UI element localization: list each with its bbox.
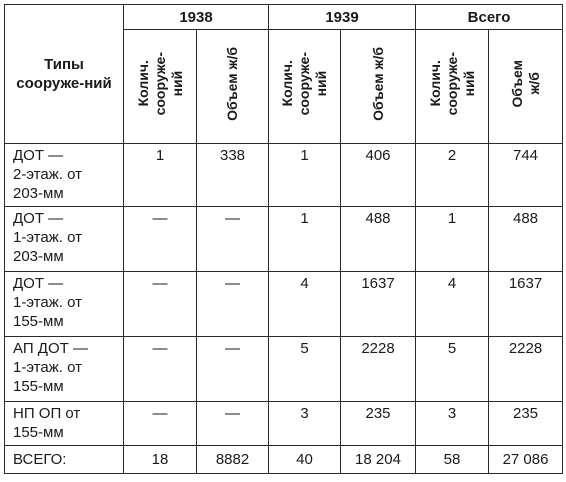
count-header-1938: Колич. сооруже- ний bbox=[123, 29, 197, 144]
count-1938-cell: — bbox=[123, 271, 197, 337]
year-header-1939: 1939 bbox=[268, 4, 416, 30]
count-total-cell: 3 bbox=[415, 401, 489, 446]
volume-total-cell: 27 086 bbox=[487, 445, 564, 474]
count-total-cell: 58 bbox=[415, 445, 489, 474]
count-1938-cell: — bbox=[123, 206, 197, 272]
table-row: ДОТ — 1-этаж. от 203-мм — — 1 488 1 488 bbox=[4, 206, 564, 272]
volume-header-total: Объем ж/б bbox=[487, 29, 564, 144]
count-header-total: Колич. сооруже- ний bbox=[415, 29, 489, 144]
count-1938-cell: 18 bbox=[123, 445, 197, 474]
volume-1938-cell: — bbox=[196, 271, 269, 337]
count-1938-cell: 1 bbox=[123, 143, 197, 207]
count-total-cell: 1 bbox=[415, 206, 489, 272]
total-label-cell: ВСЕГО: bbox=[4, 445, 124, 474]
volume-total-cell: 2228 bbox=[487, 336, 564, 402]
table-row: ДОТ — 1-этаж. от 155-мм — — 4 1637 4 163… bbox=[4, 271, 564, 337]
volume-header-1939: Объем ж/б bbox=[340, 29, 416, 144]
volume-1938-cell: — bbox=[196, 336, 269, 402]
year-header-total: Всего bbox=[414, 4, 564, 30]
volume-1938-cell: — bbox=[196, 206, 269, 272]
volume-1939-cell: 235 bbox=[340, 401, 416, 446]
structure-type-cell: ДОТ — 2-этаж. от 203-мм bbox=[4, 143, 124, 207]
count-1938-cell: — bbox=[123, 401, 197, 446]
volume-total-cell: 235 bbox=[487, 401, 564, 446]
volume-1939-cell: 406 bbox=[340, 143, 416, 207]
volume-1939-cell: 1637 bbox=[340, 271, 416, 337]
volume-total-cell: 744 bbox=[487, 143, 564, 207]
table-row: ДОТ — 2-этаж. от 203-мм 1 338 1 406 2 74… bbox=[4, 143, 564, 207]
structure-type-cell: АП ДОТ — 1-этаж. от 155-мм bbox=[4, 336, 124, 402]
count-total-cell: 2 bbox=[415, 143, 489, 207]
year-header-row: Типы сооруже-ний 1938 1939 Всего bbox=[4, 4, 564, 144]
count-1939-cell: 1 bbox=[268, 143, 341, 207]
count-1938-cell: — bbox=[123, 336, 197, 402]
volume-total-cell: 1637 bbox=[487, 271, 564, 337]
structure-type-cell: НП ОП от 155-мм bbox=[4, 401, 124, 446]
structures-table: Типы сооруже-ний 1938 1939 Всего Колич. … bbox=[4, 4, 564, 474]
volume-total-cell: 488 bbox=[487, 206, 564, 272]
volume-1939-cell: 18 204 bbox=[340, 445, 416, 474]
volume-1939-cell: 2228 bbox=[340, 336, 416, 402]
structure-type-cell: ДОТ — 1-этаж. от 203-мм bbox=[4, 206, 124, 272]
count-total-cell: 4 bbox=[415, 271, 489, 337]
volume-1938-cell: 338 bbox=[196, 143, 269, 207]
count-header-1939: Колич. сооруже- ний bbox=[268, 29, 341, 144]
count-1939-cell: 4 bbox=[268, 271, 341, 337]
volume-1939-cell: 488 bbox=[340, 206, 416, 272]
table-row: АП ДОТ — 1-этаж. от 155-мм — — 5 2228 5 … bbox=[4, 336, 564, 402]
count-1939-cell: 5 bbox=[268, 336, 341, 402]
type-column-header: Типы сооруже-ний bbox=[4, 4, 124, 144]
subheader-row: Колич. сооруже- ний Объем ж/б Колич. соо… bbox=[5, 29, 564, 144]
structure-type-cell: ДОТ — 1-этаж. от 155-мм bbox=[4, 271, 124, 337]
total-row: ВСЕГО: 18 8882 40 18 204 58 27 086 bbox=[4, 445, 564, 474]
volume-header-1938: Объем ж/б bbox=[196, 29, 269, 144]
count-1939-cell: 3 bbox=[268, 401, 341, 446]
year-header-1938: 1938 bbox=[123, 4, 269, 30]
table-row: НП ОП от 155-мм — — 3 235 3 235 bbox=[4, 401, 564, 446]
volume-1938-cell: 8882 bbox=[196, 445, 269, 474]
type-column-header-label: Типы сооруже-ний bbox=[16, 56, 112, 92]
count-total-cell: 5 bbox=[415, 336, 489, 402]
count-1939-cell: 40 bbox=[268, 445, 341, 474]
count-1939-cell: 1 bbox=[268, 206, 341, 272]
volume-1938-cell: — bbox=[196, 401, 269, 446]
